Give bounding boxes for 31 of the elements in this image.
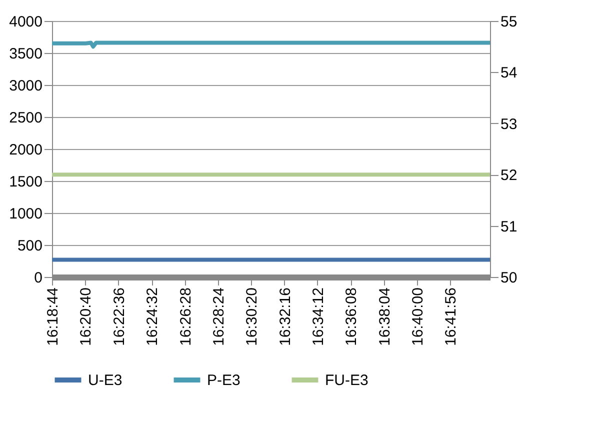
y2-tick-label: 52 xyxy=(500,167,518,184)
y-tick-label: 1500 xyxy=(9,174,42,190)
x-tick-label: 16:34:12 xyxy=(310,288,327,346)
x-tick-label: 16:24:32 xyxy=(144,288,162,346)
y-tick-label: 2000 xyxy=(9,142,42,158)
x-tick-label: 16:41:56 xyxy=(442,288,460,346)
y-tick-label: 3500 xyxy=(9,46,42,62)
y2-tick-label: 51 xyxy=(500,218,518,236)
x-tick-label: 16:18:44 xyxy=(44,288,62,346)
y2-tick-label: 53 xyxy=(500,116,518,133)
x-tick-label: 16:30:20 xyxy=(244,288,261,346)
x-tick-label: 16:26:28 xyxy=(177,288,194,346)
x-tick-label: 16:22:36 xyxy=(110,288,128,346)
x-tick-label: 16:40:00 xyxy=(410,288,427,346)
y2-tick-label: 50 xyxy=(500,270,518,286)
y-tick-label: 1000 xyxy=(9,206,42,222)
y2-tick-label: 55 xyxy=(500,14,518,30)
x-tick-label: 16:28:24 xyxy=(210,288,228,346)
y-tick-label: 4000 xyxy=(9,14,42,30)
y-tick-label: 2500 xyxy=(9,110,42,126)
x-tick-label: 16:36:08 xyxy=(343,288,360,346)
y-tick-label: 0 xyxy=(34,270,42,286)
x-tick-label: 16:32:16 xyxy=(276,288,294,346)
x-tick-label: 16:20:40 xyxy=(78,288,95,346)
legend-label: U-E3 xyxy=(88,372,122,389)
legend-label: FU-E3 xyxy=(325,372,368,389)
x-tick-label: 16:38:04 xyxy=(376,288,394,346)
y-tick-label: 3000 xyxy=(9,78,42,94)
y-tick-label: 500 xyxy=(17,238,42,254)
y2-tick-label: 54 xyxy=(500,64,518,82)
legend-label: P-E3 xyxy=(207,372,240,389)
